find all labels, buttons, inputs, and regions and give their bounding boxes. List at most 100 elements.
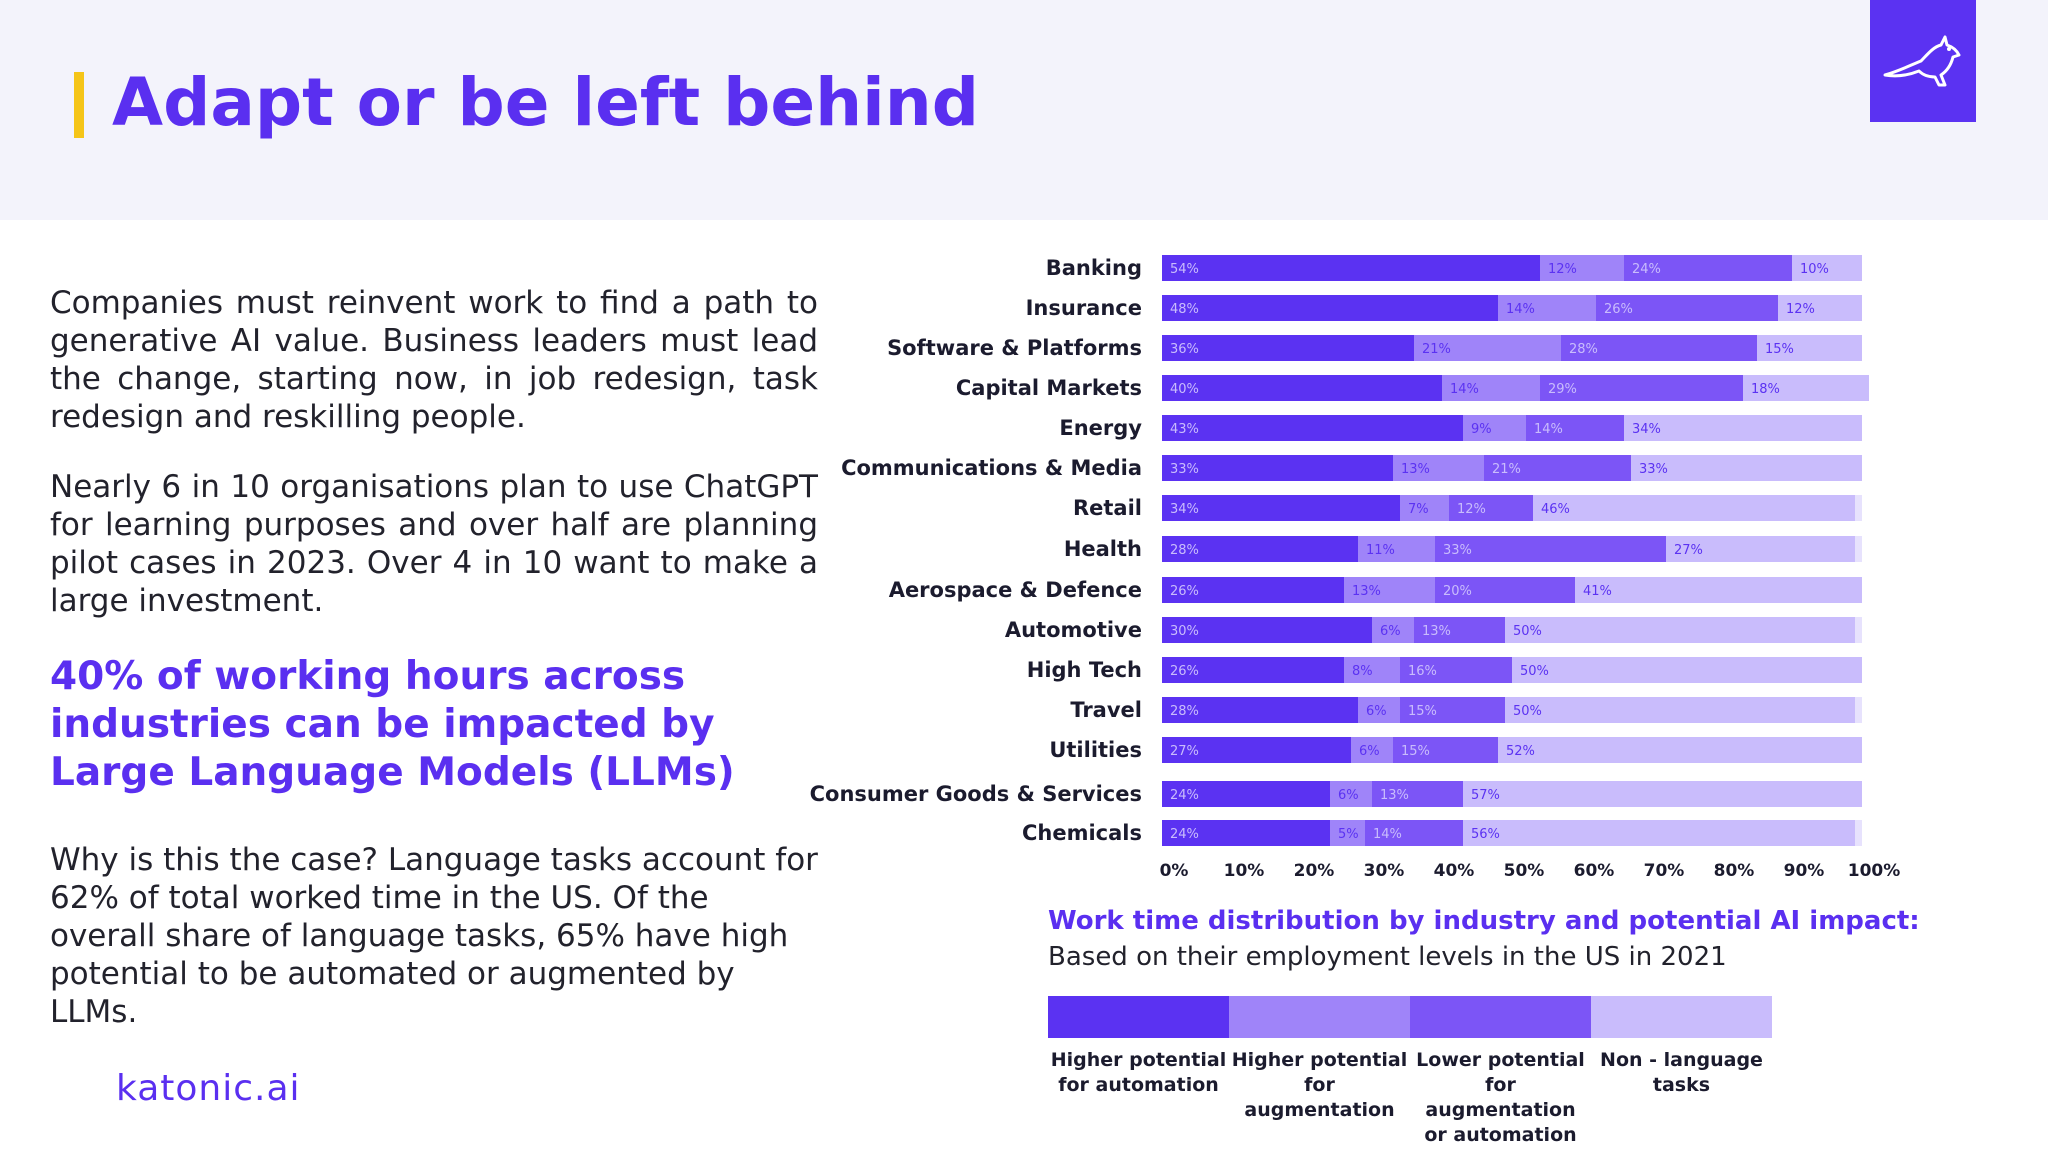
data-label: 14% <box>1534 422 1563 437</box>
legend-label: Higher potential for automation <box>1050 1049 1227 1096</box>
data-label: 9% <box>1471 422 1492 437</box>
data-label: 14% <box>1373 827 1402 842</box>
intro-paragraph: Companies must reinvent work to find a p… <box>50 285 818 435</box>
kangaroo-logo-icon[interactable] <box>1870 0 1976 122</box>
data-label: 12% <box>1457 502 1486 517</box>
x-tick-label: 60% <box>1574 861 1615 881</box>
bar-segment <box>1498 737 1862 763</box>
legend-label: Higher potential for augmentation <box>1231 1049 1408 1121</box>
category-label: Travel <box>1070 698 1142 722</box>
bar-segment <box>1484 455 1631 481</box>
data-label: 46% <box>1541 502 1570 517</box>
category-label: Health <box>1064 537 1142 561</box>
bar-segment <box>1533 495 1855 521</box>
bar-segment <box>1162 617 1372 643</box>
legend-label: Lower potential for augmentation or automa… <box>1416 1049 1585 1146</box>
bar-segment <box>1631 455 1862 481</box>
data-label: 30% <box>1170 624 1199 639</box>
data-label: 52% <box>1506 744 1535 759</box>
header-band <box>0 0 2048 220</box>
data-label: 10% <box>1800 262 1829 277</box>
bar-segment <box>1526 415 1624 441</box>
data-label: 5% <box>1338 827 1359 842</box>
category-label: Retail <box>1073 496 1142 520</box>
bar-segment <box>1400 495 1449 521</box>
bar-segment <box>1435 577 1575 603</box>
bar-segment <box>1449 495 1533 521</box>
bar-segment <box>1365 820 1463 846</box>
x-tick-label: 30% <box>1364 861 1405 881</box>
data-label: 12% <box>1548 262 1577 277</box>
data-label: 29% <box>1548 382 1577 397</box>
bar-segment <box>1743 375 1869 401</box>
bar-segment <box>1344 657 1400 683</box>
x-tick-label: 10% <box>1224 861 1265 881</box>
bar-segment <box>1596 295 1778 321</box>
bar-segment <box>1162 335 1414 361</box>
page-title: Adapt or be left behind <box>112 64 979 141</box>
data-label: 21% <box>1422 342 1451 357</box>
data-label: 24% <box>1170 788 1199 803</box>
data-label: 36% <box>1170 342 1199 357</box>
data-label: 15% <box>1401 744 1430 759</box>
bar-segment <box>1162 781 1330 807</box>
bar-segment <box>1505 617 1855 643</box>
kangaroo-icon <box>1883 35 1961 87</box>
bar-segment <box>1400 697 1505 723</box>
bar-segment <box>1372 781 1463 807</box>
legend-swatch <box>1410 996 1591 1038</box>
data-label: 43% <box>1170 422 1199 437</box>
data-label: 15% <box>1408 704 1437 719</box>
data-label: 33% <box>1639 462 1668 477</box>
data-label: 26% <box>1604 302 1633 317</box>
category-label: Software & Platforms <box>887 336 1142 360</box>
bar-segment <box>1414 617 1505 643</box>
bar-segment <box>1162 657 1344 683</box>
data-label: 13% <box>1380 788 1409 803</box>
bar-segment <box>1162 577 1344 603</box>
data-label: 14% <box>1450 382 1479 397</box>
data-label: 15% <box>1765 342 1794 357</box>
bar-segment <box>1330 820 1365 846</box>
x-tick-label: 100% <box>1848 861 1901 881</box>
data-label: 24% <box>1170 827 1199 842</box>
data-label: 27% <box>1170 744 1199 759</box>
data-label: 24% <box>1632 262 1661 277</box>
category-label: Utilities <box>1049 738 1142 762</box>
bar-segment <box>1463 781 1862 807</box>
bar-segment <box>1414 335 1561 361</box>
bar-segment <box>1162 375 1442 401</box>
bar-segment <box>1435 536 1666 562</box>
data-label: 12% <box>1786 302 1815 317</box>
x-tick-label: 80% <box>1714 861 1755 881</box>
bar-segment <box>1666 536 1855 562</box>
data-label: 33% <box>1443 543 1472 558</box>
bar-segment <box>1162 697 1358 723</box>
bar-segment <box>1624 415 1862 441</box>
bar-segment <box>1372 617 1414 643</box>
data-label: 6% <box>1366 704 1387 719</box>
explanation-paragraph: Why is this the case? Language tasks acc… <box>50 842 818 1030</box>
category-label: Chemicals <box>1022 821 1142 845</box>
data-label: 11% <box>1366 543 1395 558</box>
data-label: 56% <box>1471 827 1500 842</box>
bar-segment <box>1505 697 1855 723</box>
x-tick-label: 0% <box>1160 861 1189 881</box>
bar-segment <box>1400 657 1512 683</box>
category-label: Energy <box>1059 416 1142 440</box>
data-label: 7% <box>1408 502 1429 517</box>
x-tick-label: 20% <box>1294 861 1335 881</box>
data-label: 41% <box>1583 584 1612 599</box>
bar-segment <box>1575 577 1862 603</box>
bar-segment <box>1330 781 1372 807</box>
bar-segment <box>1540 375 1743 401</box>
bar-segment <box>1162 536 1358 562</box>
category-label: Consumer Goods & Services <box>810 782 1142 806</box>
chart-title: Work time distribution by industry and p… <box>1048 906 1920 936</box>
legend-swatch <box>1229 996 1410 1038</box>
brand-link[interactable]: katonic.ai <box>116 1068 301 1109</box>
data-label: 34% <box>1632 422 1661 437</box>
bar-segment <box>1463 415 1526 441</box>
data-label: 20% <box>1443 584 1472 599</box>
